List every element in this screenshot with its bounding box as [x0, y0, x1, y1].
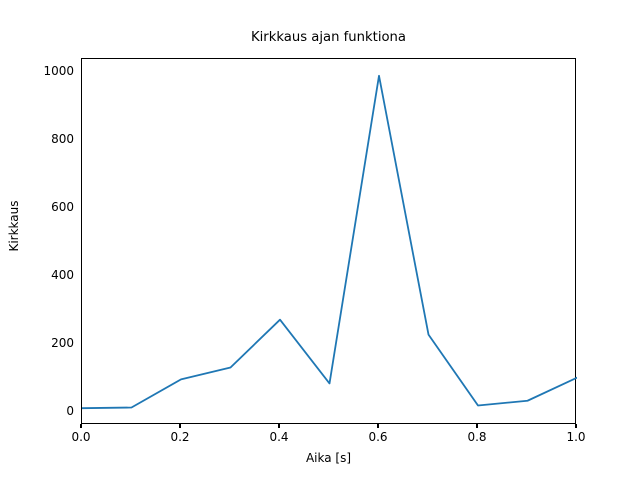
x-tick-mark — [575, 424, 577, 428]
x-axis-tick-labels: 0.0 0.2 0.4 0.6 0.8 1.0 — [71, 424, 586, 448]
y-tick-label: 600 — [51, 200, 74, 215]
y-tick-label: 1000 — [43, 64, 74, 79]
chart-title: Kirkkaus ajan funktiona — [251, 30, 406, 45]
x-tick-label: 0.0 — [71, 430, 91, 444]
x-tick-label: 0.2 — [170, 430, 190, 444]
y-tick-label: 200 — [51, 335, 74, 350]
line-series-svg — [82, 74, 577, 410]
x-tick-label: 0.4 — [269, 430, 289, 444]
x-tick-label: 0.8 — [467, 430, 487, 444]
x-tick-mark — [278, 424, 280, 428]
y-tick-label: 800 — [51, 132, 74, 147]
x-axis-label: Aika [s] — [305, 451, 352, 465]
data-line-kirkkaus — [82, 74, 577, 410]
x-tick-mark — [377, 424, 379, 428]
y-axis-label: Kirkkaus — [7, 200, 21, 252]
x-tick-mark — [80, 424, 82, 428]
x-tick-mark — [179, 424, 181, 428]
plot-area — [81, 58, 577, 424]
y-axis-tick-labels: 0 200 400 600 800 1000 — [26, 58, 104, 424]
x-tick-label: 0.6 — [368, 430, 388, 444]
y-tick-label: 400 — [51, 267, 74, 282]
x-tick-mark — [476, 424, 478, 428]
y-tick-label: 0 — [66, 403, 74, 418]
x-tick-label: 1.0 — [566, 430, 586, 444]
